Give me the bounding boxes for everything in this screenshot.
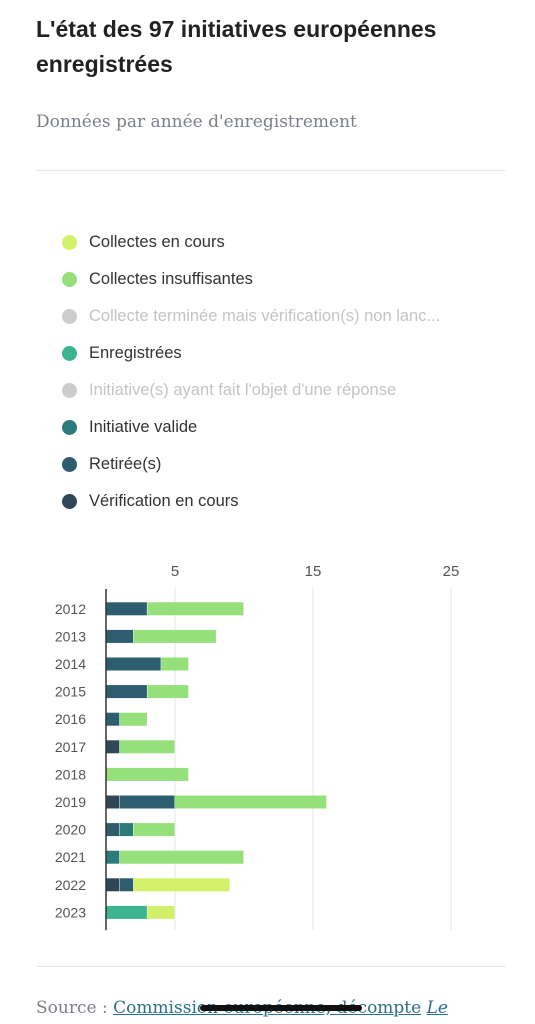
bar-segment (119, 878, 134, 892)
bar-segment (106, 795, 120, 809)
bar-segment (133, 878, 230, 892)
chart-legend: Collectes en cours Collectes insuffisante… (62, 224, 502, 520)
legend-item[interactable]: Retirée(s) (62, 446, 502, 483)
legend-dot (62, 272, 77, 287)
legend-dot (62, 383, 77, 398)
bar-segment (106, 767, 189, 781)
chart-title: L'état des 97 initiatives européennes en… (36, 16, 437, 77)
bar-segment (119, 712, 147, 726)
legend-dot (62, 235, 77, 250)
legend-dot (62, 346, 77, 361)
top-divider (36, 170, 506, 171)
x-tick-label: 5 (171, 563, 179, 580)
y-tick-label: 2018 (55, 766, 86, 782)
legend-dot (62, 420, 77, 435)
legend-item[interactable]: Initiative(s) ayant fait l'objet d'une r… (62, 372, 502, 409)
y-tick-label: 2015 (55, 684, 86, 700)
legend-label: Initiative(s) ayant fait l'objet d'une r… (89, 381, 397, 399)
bar-segment (106, 905, 147, 919)
bar-segment (106, 850, 120, 864)
y-tick-label: 2014 (55, 656, 86, 672)
x-tick-label: 25 (443, 563, 460, 580)
legend-item[interactable]: Collectes en cours (62, 224, 502, 261)
y-tick-label: 2016 (55, 711, 86, 727)
redaction-mark (200, 1005, 362, 1011)
legend-label: Vérification en cours (89, 492, 239, 510)
legend-label: Enregistrées (89, 344, 182, 362)
y-tick-label: 2019 (55, 794, 86, 810)
bar-segment (106, 685, 147, 699)
legend-label: Collecte terminée mais vérification(s) n… (89, 307, 441, 325)
legend-label: Collectes insuffisantes (89, 270, 253, 288)
legend-item[interactable]: Enregistrées (62, 335, 502, 372)
bar-segment (106, 740, 120, 754)
bar-segment (119, 850, 244, 864)
legend-item[interactable]: Collecte terminée mais vérification(s) n… (62, 298, 502, 335)
source-prefix: Source : (36, 998, 114, 1018)
x-tick-label: 15 (305, 563, 322, 580)
y-tick-label: 2012 (55, 601, 86, 617)
bottom-divider (36, 966, 506, 967)
legend-label: Initiative valide (89, 418, 198, 436)
bar-segment (119, 795, 175, 809)
bar-segment (106, 878, 120, 892)
bar-segment (175, 795, 327, 809)
bar-segment (147, 905, 175, 919)
bar-segment (106, 657, 161, 671)
bar-segment (133, 629, 216, 643)
y-tick-label: 2023 (55, 904, 86, 920)
legend-item[interactable]: Initiative valide (62, 409, 502, 446)
legend-dot (62, 309, 77, 324)
legend-dot (62, 494, 77, 509)
bar-segment (106, 712, 120, 726)
bar-segment (147, 602, 244, 616)
bar-segment (147, 685, 189, 699)
legend-item[interactable]: Collectes insuffisantes (62, 261, 502, 298)
source-link-suffix[interactable]: Le (426, 998, 448, 1018)
bar-segment (119, 823, 134, 837)
bar-segment (133, 823, 175, 837)
y-tick-label: 2013 (55, 628, 86, 644)
legend-label: Collectes en cours (89, 233, 225, 251)
y-tick-label: 2022 (55, 877, 86, 893)
legend-dot (62, 457, 77, 472)
legend-item[interactable]: Vérification en cours (62, 483, 502, 520)
chart-subtitle: Données par année d'enregistrement (36, 112, 357, 132)
bar-segment (106, 602, 147, 616)
bar-chart: 5 15 25 2012 2013 2014 2015 2016 2017 2018 2019 202… (55, 563, 460, 931)
bar-segment (106, 629, 134, 643)
bar-segment (106, 823, 120, 837)
y-tick-label: 2020 (55, 822, 86, 838)
y-tick-label: 2021 (55, 849, 86, 865)
bar-segment (119, 740, 175, 754)
legend-label: Retirée(s) (89, 455, 162, 473)
y-tick-label: 2017 (55, 739, 86, 755)
bar-segment (161, 657, 189, 671)
